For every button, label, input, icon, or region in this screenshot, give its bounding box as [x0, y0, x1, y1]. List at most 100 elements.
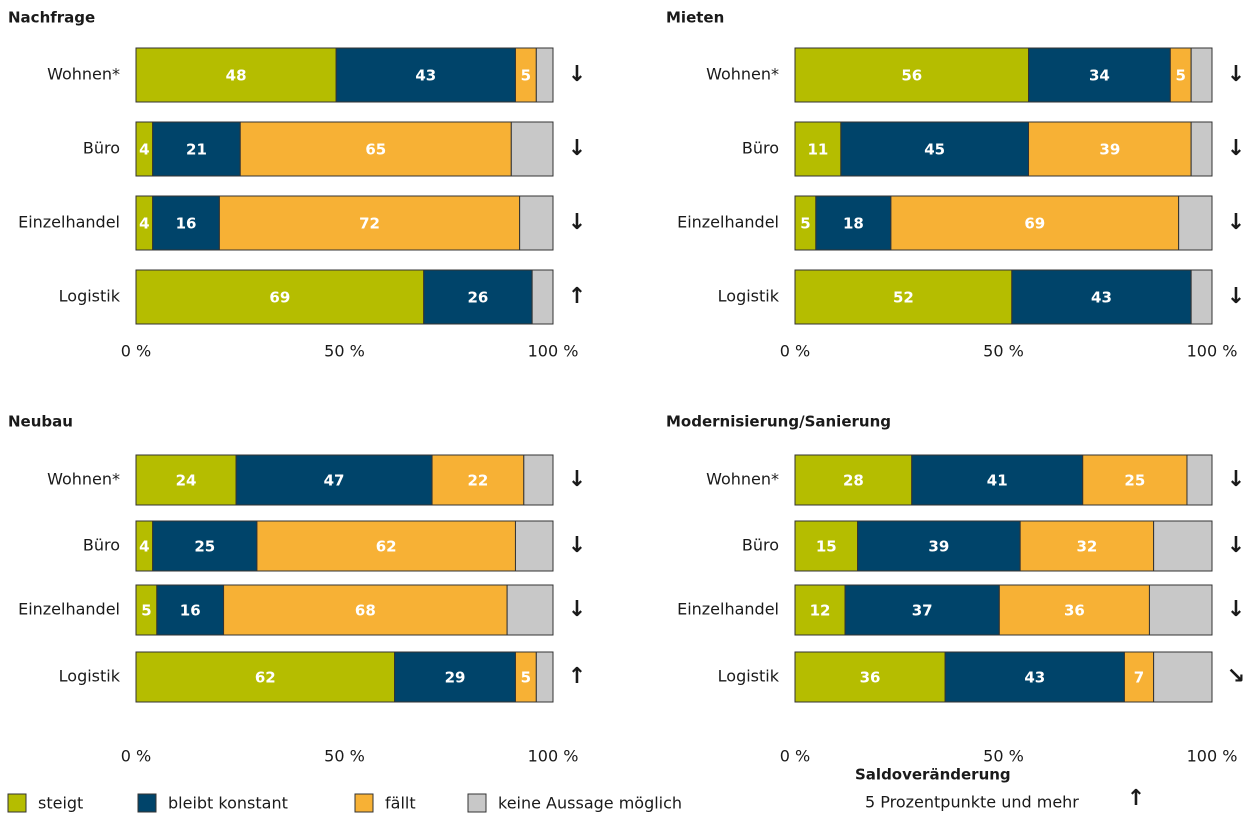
trend-arrow: ↓	[568, 136, 586, 161]
bar-segment	[506, 584, 554, 636]
bar-segment	[1028, 47, 1171, 103]
x-tick-label: 100 %	[528, 342, 579, 361]
segment-label: 25	[1124, 472, 1145, 490]
segment-label: 39	[928, 538, 949, 556]
category-label: Büro	[83, 536, 120, 555]
segment-label: 5	[521, 67, 531, 85]
note-text: 5 Prozentpunkte und mehr	[865, 793, 1079, 812]
bar-segment	[794, 584, 846, 636]
category-label: Büro	[83, 139, 120, 158]
legend-swatch	[467, 793, 487, 813]
segment-label: 56	[901, 67, 922, 85]
category-label: Einzelhandel	[677, 213, 779, 232]
segment-label: 4	[139, 141, 149, 159]
trend-arrow: ↓	[1227, 210, 1245, 235]
bar-segment	[431, 454, 525, 506]
bar-segment	[1082, 454, 1188, 506]
segment-label: 15	[816, 538, 837, 556]
segment-label: 26	[468, 289, 489, 307]
segment-label: 5	[141, 602, 151, 620]
category-label: Büro	[742, 536, 779, 555]
category-label: Einzelhandel	[18, 600, 120, 619]
bar-segment	[844, 584, 1000, 636]
x-tick-label: 100 %	[1187, 342, 1238, 361]
segment-label: 28	[843, 472, 864, 490]
trend-arrow: ↓	[1227, 62, 1245, 87]
bar-segment	[1190, 47, 1213, 103]
bar-segment	[1190, 121, 1213, 177]
bar-segment	[1186, 454, 1213, 506]
bar-segment	[815, 195, 892, 251]
x-tick-label: 50 %	[983, 342, 1024, 361]
bar-segment	[235, 454, 433, 506]
legend-swatch	[354, 793, 374, 813]
legend-label: steigt	[38, 794, 83, 813]
segment-label: 41	[987, 472, 1008, 490]
bar-segment	[523, 454, 554, 506]
segment-label: 5	[800, 215, 810, 233]
x-tick-label: 50 %	[324, 342, 365, 361]
category-label: Einzelhandel	[18, 213, 120, 232]
bar-segment	[1153, 651, 1213, 703]
category-label: Logistik	[718, 667, 780, 686]
x-tick-label: 100 %	[1187, 747, 1238, 766]
category-label: Logistik	[59, 287, 121, 306]
legend-swatch	[137, 793, 157, 813]
bar-segment	[135, 47, 337, 103]
segment-label: 68	[355, 602, 376, 620]
segment-label: 25	[194, 538, 215, 556]
x-tick-label: 50 %	[324, 747, 365, 766]
segment-label: 43	[1024, 669, 1045, 687]
bar-segment	[218, 195, 521, 251]
bar-segment	[256, 520, 516, 572]
segment-label: 65	[365, 141, 386, 159]
trend-arrow: ↓	[1227, 533, 1245, 558]
segment-label: 5	[521, 669, 531, 687]
segment-label: 12	[810, 602, 831, 620]
segment-label: 43	[1091, 289, 1112, 307]
bar-segment	[223, 584, 508, 636]
segment-label: 11	[807, 141, 828, 159]
trend-arrow: ↓	[1227, 597, 1245, 622]
bar-segment	[794, 47, 1030, 103]
note-symbol: ↑	[1127, 786, 1145, 811]
bar-segment	[840, 121, 1030, 177]
bar-segment	[135, 454, 237, 506]
bar-segment	[135, 269, 425, 325]
segment-label: 37	[912, 602, 933, 620]
bar-segment	[519, 195, 554, 251]
panel-title: Mieten	[666, 9, 724, 27]
bar-segment	[890, 195, 1180, 251]
category-label: Wohnen*	[47, 470, 120, 489]
legend-label: bleibt konstant	[168, 794, 288, 813]
bar-segment	[135, 651, 396, 703]
bar-segment	[1019, 520, 1155, 572]
bar-segment	[423, 269, 533, 325]
trend-arrow: ↓	[1227, 284, 1245, 309]
legend-label: keine Aussage möglich	[498, 794, 682, 813]
trend-arrow: ↓	[568, 210, 586, 235]
x-tick-label: 0 %	[780, 342, 810, 361]
bar-segment	[510, 121, 554, 177]
bar-segment	[944, 651, 1125, 703]
trend-arrow: ↓	[568, 62, 586, 87]
legend-label: fällt	[385, 794, 416, 813]
bar-segment	[911, 454, 1084, 506]
segment-label: 21	[186, 141, 207, 159]
segment-label: 36	[860, 669, 881, 687]
legend-swatch	[7, 793, 27, 813]
bar-segment	[1123, 651, 1155, 703]
trend-arrow: ↑	[568, 664, 586, 689]
category-label: Büro	[742, 139, 779, 158]
bar-segment	[152, 520, 258, 572]
segment-label: 69	[269, 289, 290, 307]
segment-label: 69	[1024, 215, 1045, 233]
bar-segment	[152, 195, 220, 251]
category-label: Logistik	[59, 667, 121, 686]
segment-label: 4	[139, 538, 149, 556]
trend-arrow: ↑	[568, 284, 586, 309]
category-label: Wohnen*	[706, 65, 779, 84]
trend-arrow: ↓	[568, 467, 586, 492]
segment-label: 24	[176, 472, 197, 490]
segment-label: 4	[139, 215, 149, 233]
